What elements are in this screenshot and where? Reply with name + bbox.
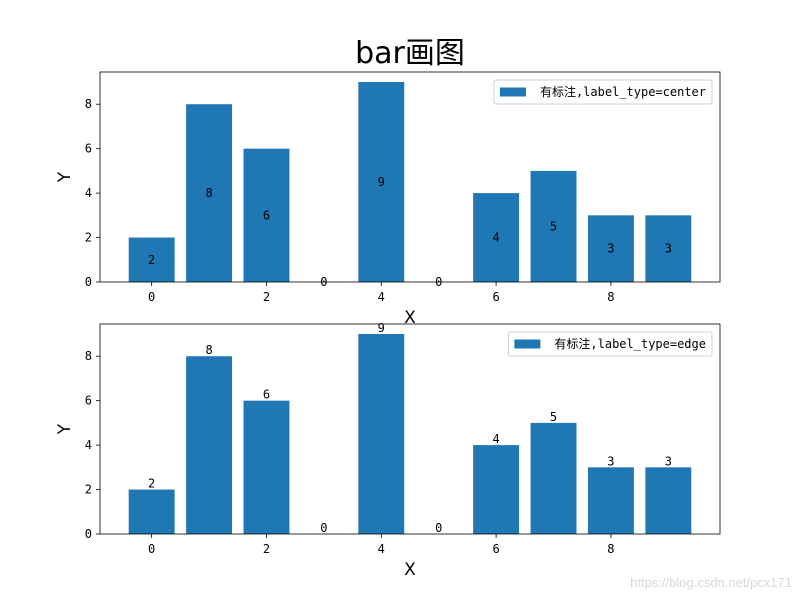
bar-8 [587, 215, 634, 282]
y-tick-label: 6 [85, 142, 92, 156]
bar-9 [645, 215, 692, 282]
x-tick-label: 4 [378, 290, 385, 304]
bar-6 [473, 193, 520, 282]
bar-label-9: 3 [665, 242, 672, 256]
plot-frame [99, 71, 721, 283]
bar-1 [186, 104, 233, 282]
chart-title: bar画图 [355, 36, 465, 71]
bar-7 [530, 170, 577, 282]
y-tick-label: 2 [85, 231, 92, 245]
x-axis-label: X [404, 308, 416, 328]
bar-2 [243, 148, 290, 282]
legend-swatch [499, 87, 526, 97]
bar-label-7: 5 [550, 219, 557, 233]
bar-6 [473, 445, 520, 534]
bar-4 [358, 82, 405, 282]
bar-label-4: 9 [378, 175, 385, 189]
bar-label-9: 3 [665, 454, 672, 468]
bar-label-1: 8 [205, 343, 212, 357]
y-axis-label: Y [55, 171, 75, 183]
subplot-bottom: 2 8 6 0 9 0 4 5 3 3 0 2 4 6 8 0 2 4 6 8 X Y 有标注,label_type=edg… [55, 321, 721, 580]
bar-4 [358, 334, 405, 534]
bar-label-0: 2 [148, 477, 155, 491]
x-tick-label: 2 [263, 542, 270, 556]
y-tick-label: 8 [85, 349, 92, 363]
bar-2 [243, 400, 290, 534]
x-tick-label: 0 [148, 290, 155, 304]
y-tick-label: 2 [85, 483, 92, 497]
watermark: https://blog.csdn.net/pcx171 [630, 575, 792, 590]
bar-label-6: 4 [492, 231, 499, 245]
x-tick-label: 8 [607, 542, 614, 556]
bar-7 [530, 422, 577, 534]
bar-label-4: 9 [378, 321, 385, 335]
bar-label-2: 6 [263, 388, 270, 402]
legend-label: 有标注,label_type=center [540, 84, 706, 99]
legend: 有标注,label_type=center [493, 79, 713, 105]
y-tick-label: 4 [85, 438, 92, 452]
x-tick-label: 8 [607, 290, 614, 304]
legend: 有标注,label_type=edge [507, 331, 713, 357]
legend-label: 有标注,label_type=edge [554, 336, 706, 351]
plot-frame [99, 323, 721, 535]
bar-label-6: 4 [492, 432, 499, 446]
y-tick-label: 0 [85, 275, 92, 289]
legend-frame [507, 331, 713, 357]
y-tick-label: 0 [85, 527, 92, 541]
bar-0 [128, 489, 175, 534]
x-tick-label: 0 [148, 542, 155, 556]
x-tick-label: 4 [378, 542, 385, 556]
bar-8 [587, 467, 634, 534]
y-tick-label: 8 [85, 97, 92, 111]
bar-9 [645, 467, 692, 534]
bar-0 [128, 237, 175, 282]
bar-label-8: 3 [607, 454, 614, 468]
y-tick-label: 6 [85, 394, 92, 408]
bar-label-7: 5 [550, 410, 557, 424]
x-tick-label: 6 [492, 542, 499, 556]
bar-label-0: 2 [148, 253, 155, 267]
x-axis-label: X [404, 560, 416, 580]
bar-1 [186, 356, 233, 534]
bar-label-5: 0 [435, 521, 442, 535]
x-tick-label: 2 [263, 290, 270, 304]
y-axis-label: Y [55, 423, 75, 435]
legend-frame [493, 79, 713, 105]
legend-swatch [514, 339, 541, 349]
bar-label-1: 8 [205, 186, 212, 200]
y-tick-label: 4 [85, 186, 92, 200]
x-tick-label: 6 [492, 290, 499, 304]
bar-label-3: 0 [320, 521, 327, 535]
bar-label-8: 3 [607, 242, 614, 256]
bar-label-2: 6 [263, 208, 270, 222]
